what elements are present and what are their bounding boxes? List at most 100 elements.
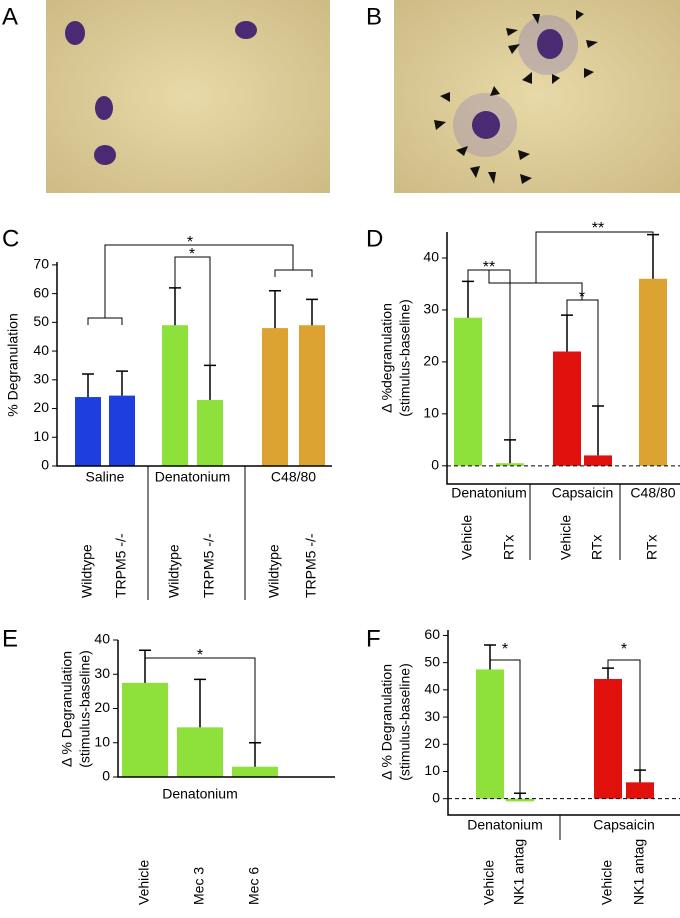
bar bbox=[639, 278, 667, 466]
bar-label: Wildtype bbox=[266, 544, 282, 598]
significance-label: * bbox=[621, 641, 627, 658]
y-axis-label: (stimulus-baseline) bbox=[397, 299, 413, 416]
error-bar bbox=[602, 667, 614, 679]
micrograph-a bbox=[46, 0, 330, 193]
bar bbox=[109, 395, 135, 466]
bar bbox=[122, 682, 168, 777]
bar-label: Mec 6 bbox=[246, 867, 262, 905]
bar-label: Vehicle bbox=[459, 515, 475, 560]
y-tick-label: 40 bbox=[423, 249, 439, 265]
bar-label: TRPM5 -/- bbox=[113, 533, 129, 598]
bar-label: NK1 antag bbox=[511, 839, 527, 905]
y-tick-label: 40 bbox=[424, 681, 440, 697]
panel-label: D bbox=[366, 225, 383, 252]
bar-label: TRPM5 -/- bbox=[201, 533, 217, 598]
significance-bracket bbox=[274, 269, 313, 277]
bar-label: RTx bbox=[501, 535, 517, 560]
bar bbox=[262, 328, 288, 466]
bar bbox=[299, 325, 325, 466]
group-label: Denatonium bbox=[467, 817, 543, 833]
error-bar bbox=[194, 678, 206, 728]
error-bar bbox=[561, 314, 573, 352]
y-tick-label: 30 bbox=[94, 665, 110, 681]
panel-label: E bbox=[2, 625, 18, 652]
axes bbox=[446, 232, 680, 485]
y-tick-label: 0 bbox=[41, 457, 49, 473]
error-bar bbox=[269, 289, 281, 329]
group-label: C48/80 bbox=[271, 469, 316, 485]
group-label: Capsaicin bbox=[593, 817, 654, 833]
significance-bracket bbox=[489, 659, 521, 794]
bar-label: Vehicle bbox=[558, 515, 574, 560]
group-label: Saline bbox=[86, 469, 125, 485]
y-axis-label: Δ % Degranulation bbox=[59, 651, 75, 767]
y-tick-label: 70 bbox=[33, 256, 49, 272]
bar bbox=[75, 397, 101, 466]
y-tick-label: 20 bbox=[424, 735, 440, 751]
significance-bracket bbox=[144, 650, 256, 743]
significance-bracket bbox=[607, 659, 641, 770]
error-bar bbox=[462, 280, 474, 318]
bar-label: RTx bbox=[644, 535, 660, 560]
y-tick-label: 20 bbox=[33, 399, 49, 415]
error-bar bbox=[116, 370, 128, 396]
bar bbox=[232, 766, 278, 777]
bar bbox=[197, 399, 223, 466]
y-tick-label: 10 bbox=[94, 733, 110, 749]
panel-label: C bbox=[2, 225, 19, 252]
y-axis-label: (stimulus-baseline) bbox=[397, 663, 413, 780]
y-tick-label: 30 bbox=[423, 301, 439, 317]
significance-label: * bbox=[502, 641, 508, 658]
group-label: Capsaicin bbox=[552, 485, 613, 501]
bar bbox=[454, 317, 482, 466]
significance-bracket bbox=[174, 256, 211, 366]
y-tick-label: 30 bbox=[33, 371, 49, 387]
y-tick-label: 50 bbox=[33, 313, 49, 329]
panel-label: A bbox=[2, 3, 18, 30]
bar-label: NK1 antag bbox=[631, 839, 647, 905]
bar-label: Wildtype bbox=[166, 544, 182, 598]
y-tick-label: 60 bbox=[33, 284, 49, 300]
y-tick-label: 40 bbox=[33, 342, 49, 358]
error-bar bbox=[647, 233, 659, 279]
y-tick-label: 10 bbox=[33, 428, 49, 444]
bar-label: TRPM5 -/- bbox=[303, 533, 319, 598]
y-tick-label: 20 bbox=[94, 699, 110, 715]
significance-label: * bbox=[197, 647, 203, 664]
bar bbox=[496, 463, 524, 466]
significance-bracket bbox=[535, 231, 654, 283]
significance-label: ** bbox=[483, 259, 495, 276]
bar-label: Wildtype bbox=[79, 544, 95, 598]
bar-label: Vehicle bbox=[136, 860, 152, 905]
y-tick-label: 10 bbox=[423, 405, 439, 421]
axes bbox=[117, 640, 335, 778]
bar bbox=[584, 455, 612, 466]
significance-label: * bbox=[187, 234, 193, 251]
bar bbox=[177, 727, 223, 777]
error-bar bbox=[204, 364, 216, 400]
group-label: Denatonium bbox=[162, 786, 238, 802]
error-bar bbox=[592, 405, 604, 456]
y-tick-label: 20 bbox=[423, 353, 439, 369]
bar bbox=[476, 669, 504, 799]
y-tick-label: 40 bbox=[94, 631, 110, 647]
bar bbox=[162, 325, 188, 466]
y-axis-label: (stimulus-baseline) bbox=[77, 650, 93, 767]
error-bar bbox=[169, 287, 181, 326]
group-label: Denatonium bbox=[155, 469, 231, 485]
bar-label: Vehicle bbox=[599, 860, 615, 905]
y-axis-label: % Degranulation bbox=[5, 313, 21, 417]
bar-label: Vehicle bbox=[481, 860, 497, 905]
panel-label: B bbox=[366, 3, 382, 30]
y-tick-label: 50 bbox=[424, 653, 440, 669]
y-tick-label: 0 bbox=[432, 789, 440, 805]
bar bbox=[506, 798, 534, 802]
axes bbox=[447, 630, 680, 816]
significance-bracket bbox=[104, 244, 294, 318]
error-bar bbox=[504, 439, 516, 464]
axes bbox=[56, 262, 332, 467]
y-axis-label: Δ %degranulation bbox=[379, 303, 395, 413]
significance-label: * bbox=[189, 246, 195, 263]
error-bar bbox=[514, 792, 526, 799]
